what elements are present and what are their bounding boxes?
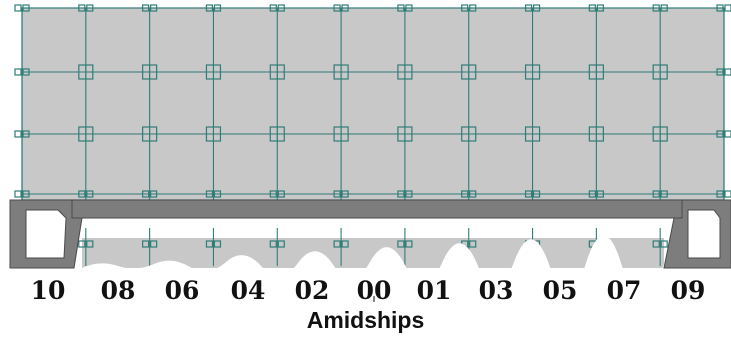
frame-joint: [716, 190, 731, 198]
frame-joint: [205, 126, 222, 142]
frame-joint: [333, 4, 349, 12]
frame-joint: [14, 190, 30, 198]
frame-joint: [14, 130, 30, 138]
frame-joint: [142, 190, 158, 198]
lower-frame-joint: [269, 240, 285, 248]
frame-label-04: 04: [230, 276, 266, 305]
frame-joint: [461, 4, 477, 12]
frame-label-10: 10: [30, 276, 66, 305]
lower-frame-joint: [397, 240, 413, 248]
frame-joint: [14, 68, 30, 76]
frame-joint: [652, 4, 668, 12]
frame-joint: [333, 190, 349, 198]
frame-joint: [588, 126, 604, 142]
frame-label-09: 09: [670, 276, 706, 305]
frame-joint: [205, 64, 222, 80]
frame-label-05: 05: [542, 276, 578, 305]
frame-joint: [716, 130, 731, 138]
frame-joint: [142, 4, 158, 12]
frame-joint: [524, 126, 541, 142]
frame-joint: [461, 190, 477, 198]
frame-joint: [652, 190, 668, 198]
lower-frame-joint: [652, 240, 668, 248]
frame-joint: [716, 68, 731, 76]
frame-joint: [269, 64, 285, 80]
frame-joint: [652, 126, 668, 142]
frame-label-07: 07: [606, 276, 642, 305]
frame-label-03: 03: [478, 276, 514, 305]
frame-joint: [78, 4, 94, 12]
upper-panel-field: [21, 7, 725, 201]
frame-joint: [397, 126, 413, 142]
lower-frame-joint: [205, 240, 222, 248]
frame-joint: [333, 64, 349, 80]
frame-joint: [716, 4, 731, 12]
frame-joint: [397, 64, 413, 80]
frame-joint: [78, 126, 94, 142]
left-end-bracket: [9, 199, 83, 269]
frame-joint: [269, 4, 285, 12]
frame-joint: [588, 64, 604, 80]
frame-joint: [78, 64, 94, 80]
lower-frame-joint: [142, 240, 158, 248]
frame-joint: [142, 126, 158, 142]
frame-joint: [397, 4, 413, 12]
frame-joint: [205, 190, 222, 198]
frame-label-08: 08: [100, 276, 136, 305]
lower-frame-joint: [78, 240, 94, 248]
frame-joint: [524, 4, 541, 12]
frame-joint: [14, 4, 30, 12]
frame-label-02: 02: [294, 276, 330, 305]
frame-joint: [142, 64, 158, 80]
frame-joint: [205, 4, 222, 12]
frame-joint: [461, 64, 477, 80]
main-beam: [71, 199, 683, 219]
frame-joint: [524, 190, 541, 198]
right-end-bracket: [663, 199, 731, 269]
frame-joint: [588, 4, 604, 12]
inner-opening: [82, 218, 670, 238]
lower-frame-joint: [333, 240, 349, 248]
frame-label-01: 01: [416, 276, 452, 305]
amidships-caption: Amidships: [306, 307, 425, 333]
frame-joint: [78, 190, 94, 198]
frame-label-06: 06: [164, 276, 200, 305]
frame-joint: [269, 190, 285, 198]
frame-joint: [588, 190, 604, 198]
frame-joint: [461, 126, 477, 142]
frame-joints: [14, 4, 731, 248]
frame-joint: [524, 64, 541, 80]
frame-joint: [652, 64, 668, 80]
frame-joint: [269, 126, 285, 142]
grid-lines: [21, 7, 725, 266]
frame-joint: [333, 126, 349, 142]
frame-joint: [397, 190, 413, 198]
frame-label-00: 00: [356, 276, 392, 305]
torn-edge: [82, 235, 664, 296]
